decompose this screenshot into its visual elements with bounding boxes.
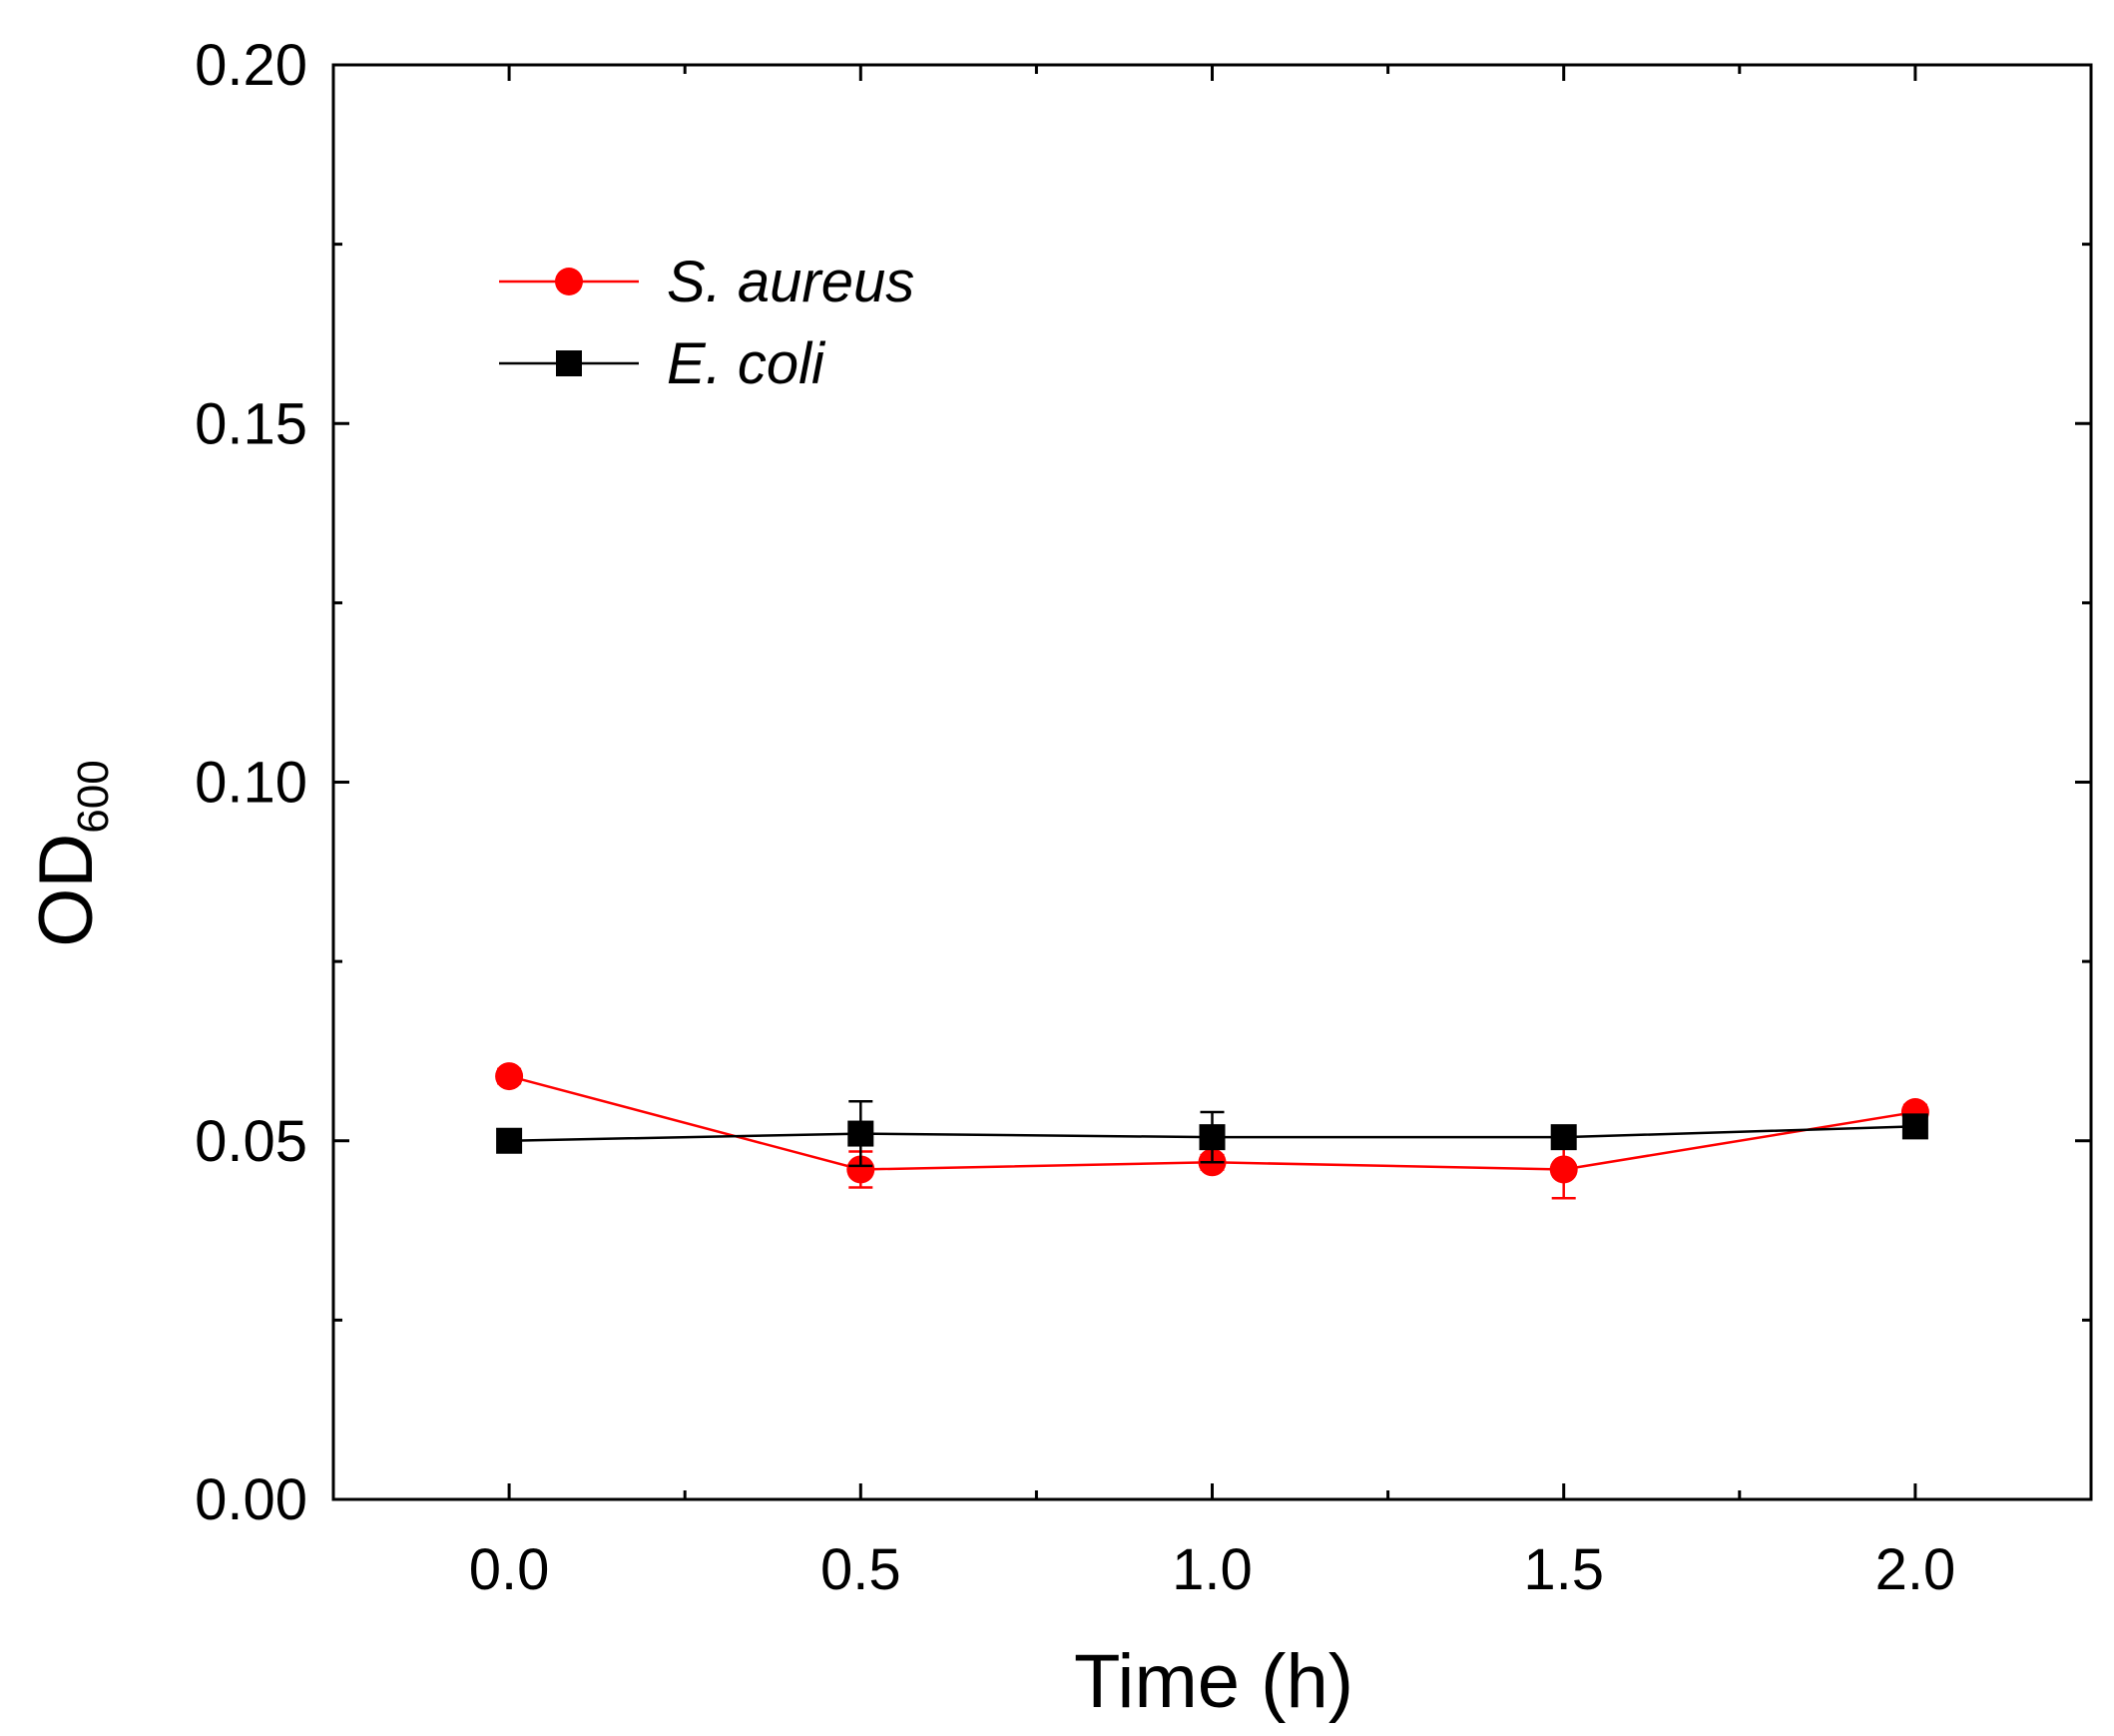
data-point [1550,1124,1577,1151]
y-tick-label: 0.05 [195,1109,307,1174]
y-tick-label: 0.20 [195,33,307,98]
data-point [1901,1113,1928,1140]
y-tick-label: 0.00 [195,1467,307,1532]
legend-marker [555,268,583,295]
x-tick-label: 1.0 [1172,1537,1253,1602]
legend-item: E. coli [499,331,826,396]
x-tick-label: 2.0 [1875,1537,1956,1602]
legend-marker [556,350,582,376]
x-tick-label: 0.5 [820,1537,901,1602]
legend-label: S. aureus [667,250,914,314]
legend: S. aureus E. coli [499,250,914,396]
x-tick-label: 1.5 [1523,1537,1604,1602]
data-point [1549,1155,1578,1184]
y-tick-label: 0.15 [195,391,307,456]
y-axis-title-main: OD [24,834,109,947]
series-layer [495,1062,1929,1200]
legend-item: S. aureus [499,250,914,314]
x-tick-label: 0.0 [469,1537,550,1602]
y-axis-title-subscript: 600 [69,760,118,833]
data-point [496,1127,523,1154]
data-point [846,1155,875,1184]
data-point [495,1062,524,1091]
data-point [1199,1124,1226,1151]
x-axis: 0.0 0.5 1.0 1.5 2.0 [469,65,1955,1602]
svg-text:OD600: OD600 [24,760,118,946]
legend-label: E. coli [667,331,826,396]
y-axis-title: OD600 [24,760,118,946]
plot-border [331,63,2093,1501]
y-tick-label: 0.10 [195,751,307,816]
y-axis: 0.00 0.05 0.10 0.15 0.20 [195,33,2091,1532]
plot-frame [331,63,2093,1501]
series-e-coli [496,1099,1928,1168]
x-axis-title: Time (h) [1074,1639,1353,1724]
data-point [847,1120,874,1147]
